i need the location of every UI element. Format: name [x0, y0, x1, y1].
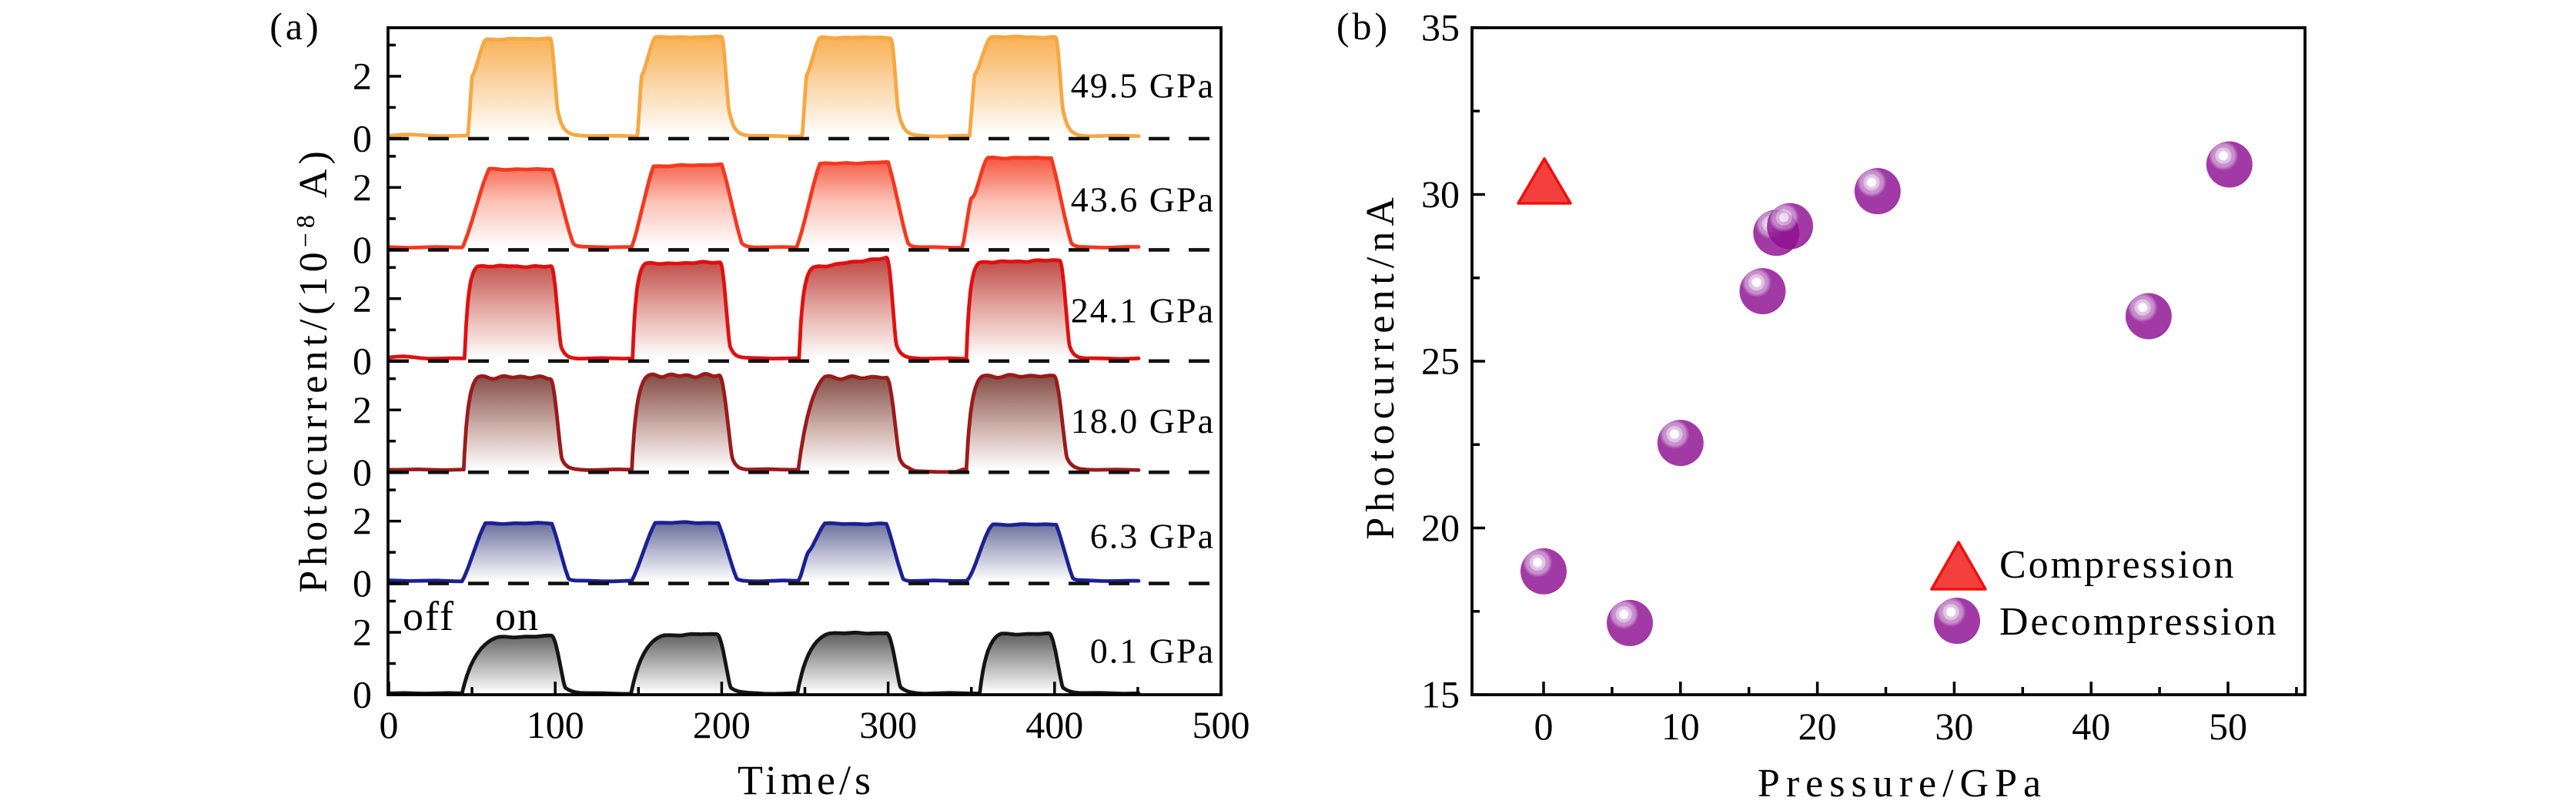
svg-text:Time/s: Time/s	[738, 757, 875, 803]
svg-text:20: 20	[1798, 705, 1837, 748]
svg-text:0: 0	[353, 561, 372, 605]
svg-text:300: 300	[859, 703, 917, 746]
svg-text:400: 400	[1025, 703, 1083, 746]
svg-text:35: 35	[1421, 6, 1460, 49]
svg-text:0: 0	[353, 673, 372, 716]
svg-text:0.1 GPa: 0.1 GPa	[1090, 632, 1215, 671]
svg-text:Pressure/GPa: Pressure/GPa	[1758, 762, 2047, 806]
svg-text:6.3 GPa: 6.3 GPa	[1090, 517, 1215, 556]
svg-text:Compression: Compression	[1999, 543, 2236, 587]
svg-text:2: 2	[353, 166, 372, 209]
svg-text:30: 30	[1935, 705, 1973, 748]
svg-text:18.0 GPa: 18.0 GPa	[1071, 401, 1215, 441]
svg-text:24.1 GPa: 24.1 GPa	[1071, 291, 1215, 330]
svg-text:0: 0	[353, 117, 372, 160]
svg-text:2: 2	[353, 55, 372, 98]
svg-text:0: 0	[353, 228, 372, 271]
svg-text:0: 0	[353, 451, 372, 494]
svg-text:Photocurrent/nA: Photocurrent/nA	[1359, 192, 1403, 540]
svg-text:43.6 GPa: 43.6 GPa	[1071, 180, 1215, 220]
svg-text:40: 40	[2072, 705, 2110, 748]
svg-text:20: 20	[1421, 506, 1460, 549]
svg-text:0: 0	[380, 703, 399, 746]
svg-text:Decompression: Decompression	[1999, 600, 2278, 644]
svg-text:15: 15	[1421, 673, 1460, 716]
svg-text:0: 0	[1534, 705, 1554, 748]
svg-text:2: 2	[353, 276, 372, 320]
svg-text:10: 10	[1661, 705, 1700, 748]
svg-text:50: 50	[2209, 705, 2247, 748]
svg-text:on: on	[495, 593, 540, 639]
svg-text:(b): (b)	[1337, 5, 1390, 48]
svg-text:200: 200	[693, 703, 751, 746]
svg-text:2: 2	[353, 388, 372, 431]
svg-text:30: 30	[1421, 173, 1460, 216]
svg-text:25: 25	[1421, 340, 1460, 383]
svg-text:0: 0	[353, 339, 372, 382]
svg-text:2: 2	[353, 611, 372, 654]
svg-text:49.5 GPa: 49.5 GPa	[1071, 66, 1215, 106]
svg-text:off: off	[403, 593, 455, 639]
svg-text:2: 2	[353, 499, 372, 542]
svg-text:500: 500	[1193, 703, 1250, 746]
svg-text:100: 100	[527, 703, 584, 746]
svg-text:(a): (a)	[269, 5, 322, 48]
